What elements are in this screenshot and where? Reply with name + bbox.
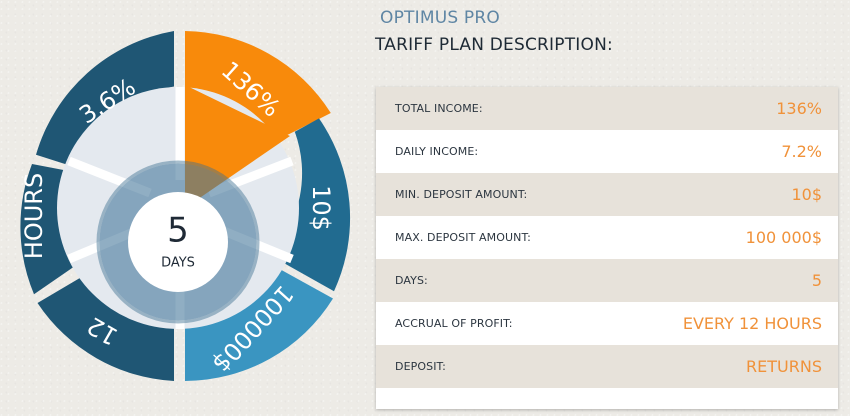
row-value: EVERY 12 HOURS — [682, 314, 822, 333]
segment-accrual-unit — [20, 164, 73, 295]
row-label: DAYS: — [395, 274, 428, 287]
row-value: 5 — [811, 271, 822, 290]
segment-label-accrual-unit: HOURS — [20, 173, 48, 259]
segment-daily-percent — [36, 31, 174, 169]
row-label: DAILY INCOME: — [395, 145, 479, 158]
plan-details-table: TOTAL INCOME: 136% DAILY INCOME: 7.2% MI… — [376, 87, 838, 409]
table-row: ACCRUAL OF PROFIT: EVERY 12 HOURS — [376, 302, 838, 345]
table-row: TOTAL INCOME: 136% — [376, 87, 838, 130]
row-value: 100 000$ — [745, 228, 822, 247]
table-row: DEPOSIT: RETURNS — [376, 345, 838, 388]
center-disc — [128, 192, 228, 292]
row-value: RETURNS — [746, 357, 822, 376]
segment-max-deposit — [185, 263, 333, 381]
table-row: DAYS: 5 — [376, 259, 838, 302]
segment-label-min-deposit: 10$ — [307, 185, 335, 231]
table-row: MIN. DEPOSIT AMOUNT: 10$ — [376, 173, 838, 216]
inner-ring — [99, 163, 257, 321]
row-value: 7.2% — [781, 142, 822, 161]
plan-wheel-graphic: 3.6% 136% 10$ 100000$ 12 HOURS 5 DAYS — [20, 31, 351, 381]
row-label: TOTAL INCOME: — [395, 102, 483, 115]
row-label: MAX. DEPOSIT AMOUNT: — [395, 231, 531, 244]
table-row: DAILY INCOME: 7.2% — [376, 130, 838, 173]
center-unit: DAYS — [161, 256, 195, 271]
row-value: 10$ — [791, 185, 822, 204]
plan-subtitle: TARIFF PLAN DESCRIPTION: — [375, 35, 613, 55]
plan-wheel: 3.6% 136% 10$ 100000$ 12 HOURS 5 DAYS — [0, 30, 352, 382]
inner-ring-edge — [96, 160, 260, 324]
row-value: 136% — [776, 99, 822, 118]
center-number: 5 — [167, 211, 189, 251]
row-label: MIN. DEPOSIT AMOUNT: — [395, 188, 528, 201]
segment-accrual-value — [37, 272, 174, 381]
table-row: MAX. DEPOSIT AMOUNT: 100 000$ — [376, 216, 838, 259]
row-label: DEPOSIT: — [395, 360, 446, 373]
row-label: ACCRUAL OF PROFIT: — [395, 317, 513, 330]
plan-title: OPTIMUS PRO — [380, 8, 500, 28]
